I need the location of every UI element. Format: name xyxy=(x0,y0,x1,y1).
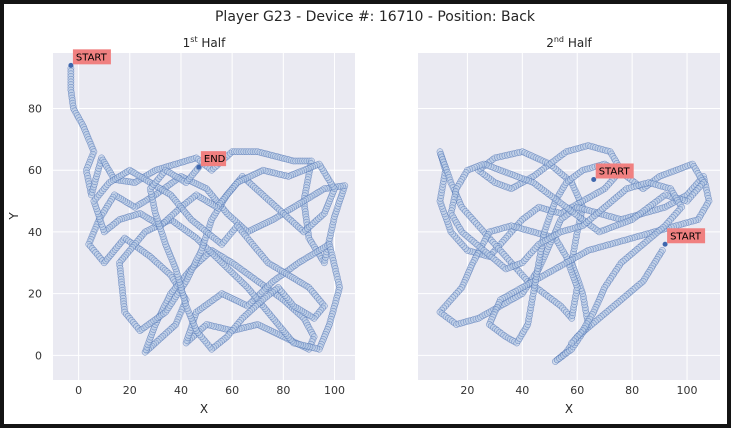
x-tick-label: 60 xyxy=(570,384,584,397)
panel-title-superscript: st xyxy=(190,35,197,44)
panel-title: 2nd Half xyxy=(546,35,592,50)
panel-second-half: START START 20 40 60 80 100 2nd Half X xyxy=(418,35,720,416)
annotation-point xyxy=(196,164,202,170)
panel-title-rest: Half xyxy=(564,36,593,50)
x-tick-label: 20 xyxy=(460,384,474,397)
figure-title: Player G23 - Device #: 16710 - Position:… xyxy=(215,9,536,25)
x-tick-label: 0 xyxy=(75,384,82,397)
annotation-point xyxy=(68,62,74,68)
annotation-point xyxy=(591,176,597,182)
y-tick-labels: 0 20 40 60 80 xyxy=(28,103,42,363)
panel-title-rest: Half xyxy=(198,36,227,50)
x-tick-label: 20 xyxy=(123,384,137,397)
x-tick-label: 100 xyxy=(324,384,345,397)
x-tick-label: 80 xyxy=(625,384,639,397)
track-point xyxy=(568,339,575,347)
y-tick-label: 0 xyxy=(35,349,42,362)
panel-title-number: 1 xyxy=(183,36,191,50)
x-tick-labels: 0 20 40 60 80 100 xyxy=(75,384,345,397)
y-axis-label: Y xyxy=(7,212,21,221)
y-tick-label: 40 xyxy=(28,226,42,239)
annotation-box xyxy=(200,151,227,167)
y-tick-label: 20 xyxy=(28,288,42,301)
annotation-box xyxy=(595,163,634,179)
annotation-box xyxy=(667,228,706,244)
panel-title: 1st Half xyxy=(183,35,226,50)
x-tick-label: 40 xyxy=(174,384,188,397)
track-points xyxy=(67,65,349,356)
track-points xyxy=(436,142,713,365)
x-tick-labels: 20 40 60 80 100 xyxy=(460,384,697,397)
panel-title-superscript: nd xyxy=(554,35,564,44)
annotation-label: START xyxy=(670,231,702,242)
y-tick-label: 80 xyxy=(28,103,42,116)
annotations: START END xyxy=(68,49,227,170)
y-tick-label: 60 xyxy=(28,164,42,177)
annotation-label: START xyxy=(599,166,631,177)
x-axis-label: X xyxy=(565,402,573,416)
x-tick-label: 60 xyxy=(225,384,239,397)
x-axis-label: X xyxy=(200,402,208,416)
annotations: START START xyxy=(591,163,706,247)
panel-first-half: START END 0 20 40 60 80 100 0 20 40 60 80 1st Half… xyxy=(7,35,355,416)
x-tick-label: 80 xyxy=(276,384,290,397)
panel-title-number: 2 xyxy=(546,36,554,50)
annotation-label: END xyxy=(204,154,226,165)
annotation-point xyxy=(662,241,668,247)
annotation-label: START xyxy=(76,52,108,63)
x-tick-label: 40 xyxy=(515,384,529,397)
annotation-box xyxy=(72,49,111,65)
x-tick-label: 100 xyxy=(677,384,698,397)
